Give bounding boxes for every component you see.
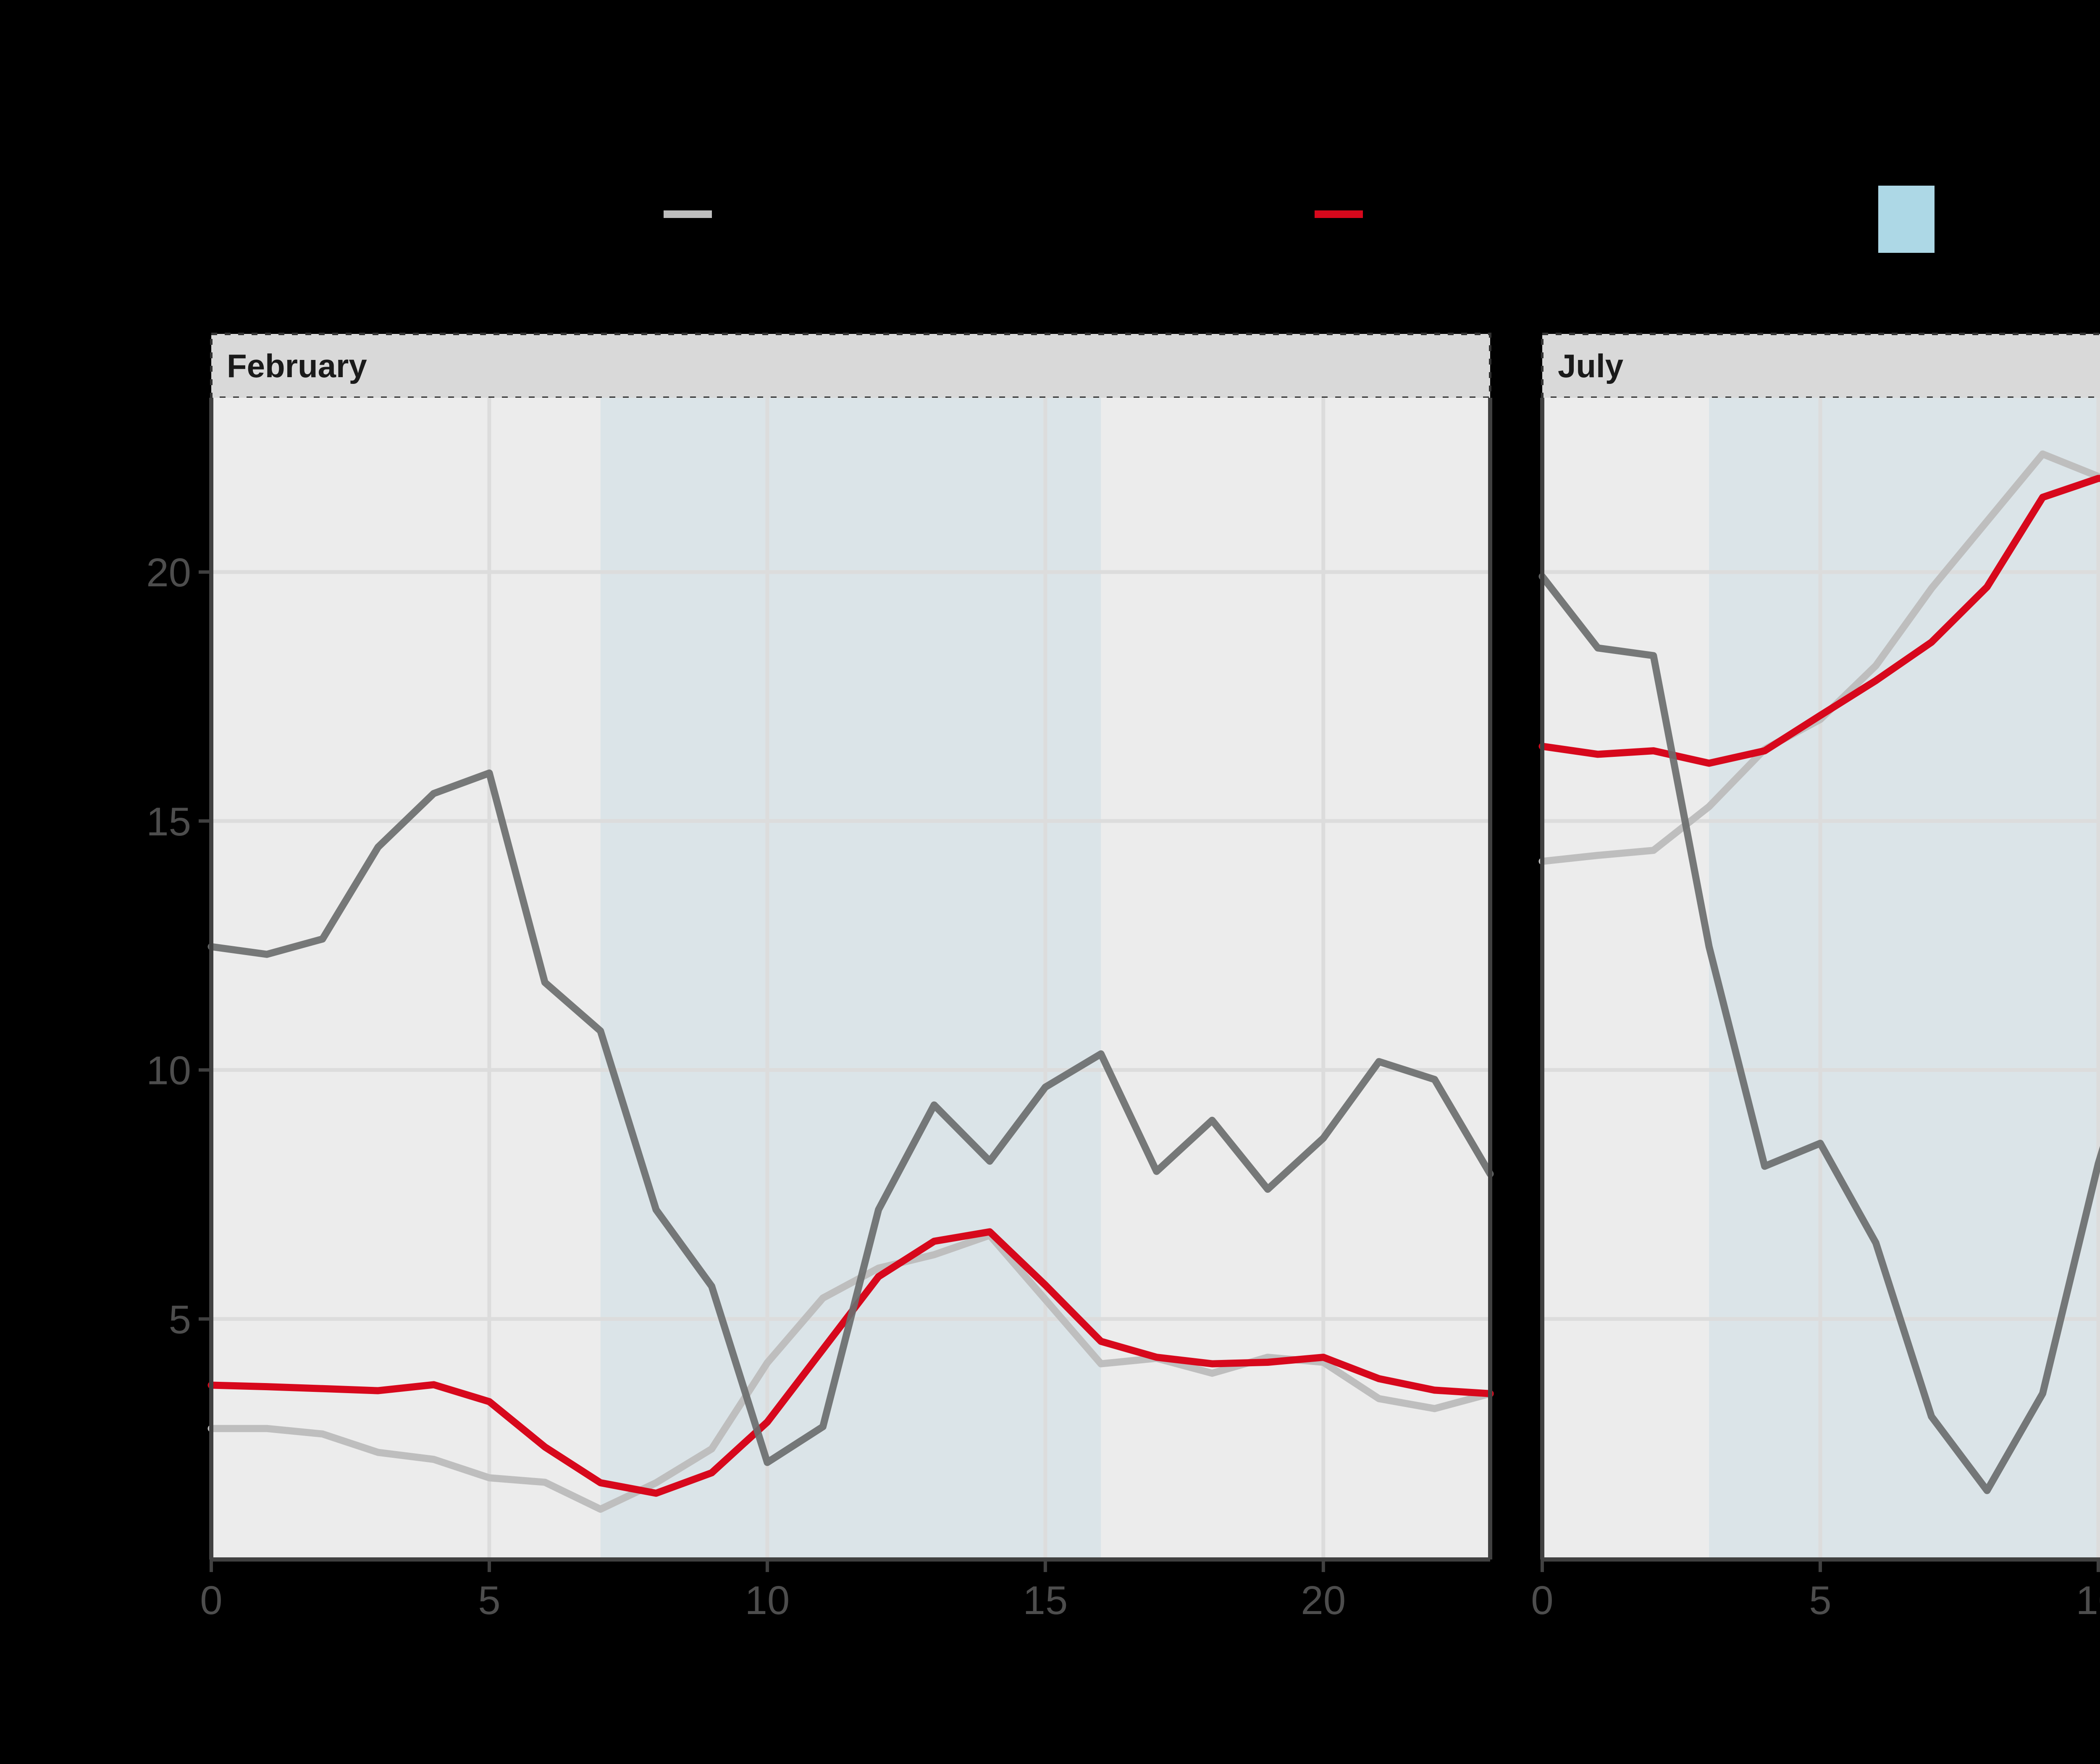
x-tick-label: 0 — [1531, 1578, 1553, 1623]
strip-label-february: February — [227, 347, 367, 384]
y-left-tick-label: 15 — [146, 799, 191, 844]
x-tick-label: 0 — [200, 1578, 222, 1623]
y-left-tick-label: 20 — [146, 550, 191, 595]
y-left-tick-label: 10 — [146, 1048, 191, 1093]
x-tick-label: 5 — [478, 1578, 500, 1623]
x-tick-label: 15 — [1023, 1578, 1068, 1623]
series-line-red — [1538, 475, 2100, 767]
facet-strip — [210, 333, 1491, 399]
y-left-tick-label: 5 — [169, 1297, 191, 1342]
series-line-light — [1538, 450, 2100, 865]
x-tick-label: 10 — [745, 1578, 790, 1623]
facet-strip — [1541, 333, 2100, 399]
x-tick-label: 10 — [2076, 1578, 2100, 1623]
panel-february: February — [207, 333, 1494, 1562]
x-tick-label: 5 — [1809, 1578, 1831, 1623]
series-line-dark — [1538, 573, 2100, 1494]
shaded-region — [600, 398, 1101, 1559]
legend-key-blue-fill — [1878, 186, 1935, 253]
strip-label-july: July — [1558, 347, 1623, 384]
series-line-dark — [207, 769, 1494, 1466]
legend — [664, 186, 1935, 253]
axes: 05101520051015205101520-10123 — [146, 550, 2100, 1623]
shaded-region — [1709, 398, 2100, 1559]
panel-july: July — [1538, 333, 2100, 1562]
x-tick-label: 20 — [1301, 1578, 1346, 1623]
